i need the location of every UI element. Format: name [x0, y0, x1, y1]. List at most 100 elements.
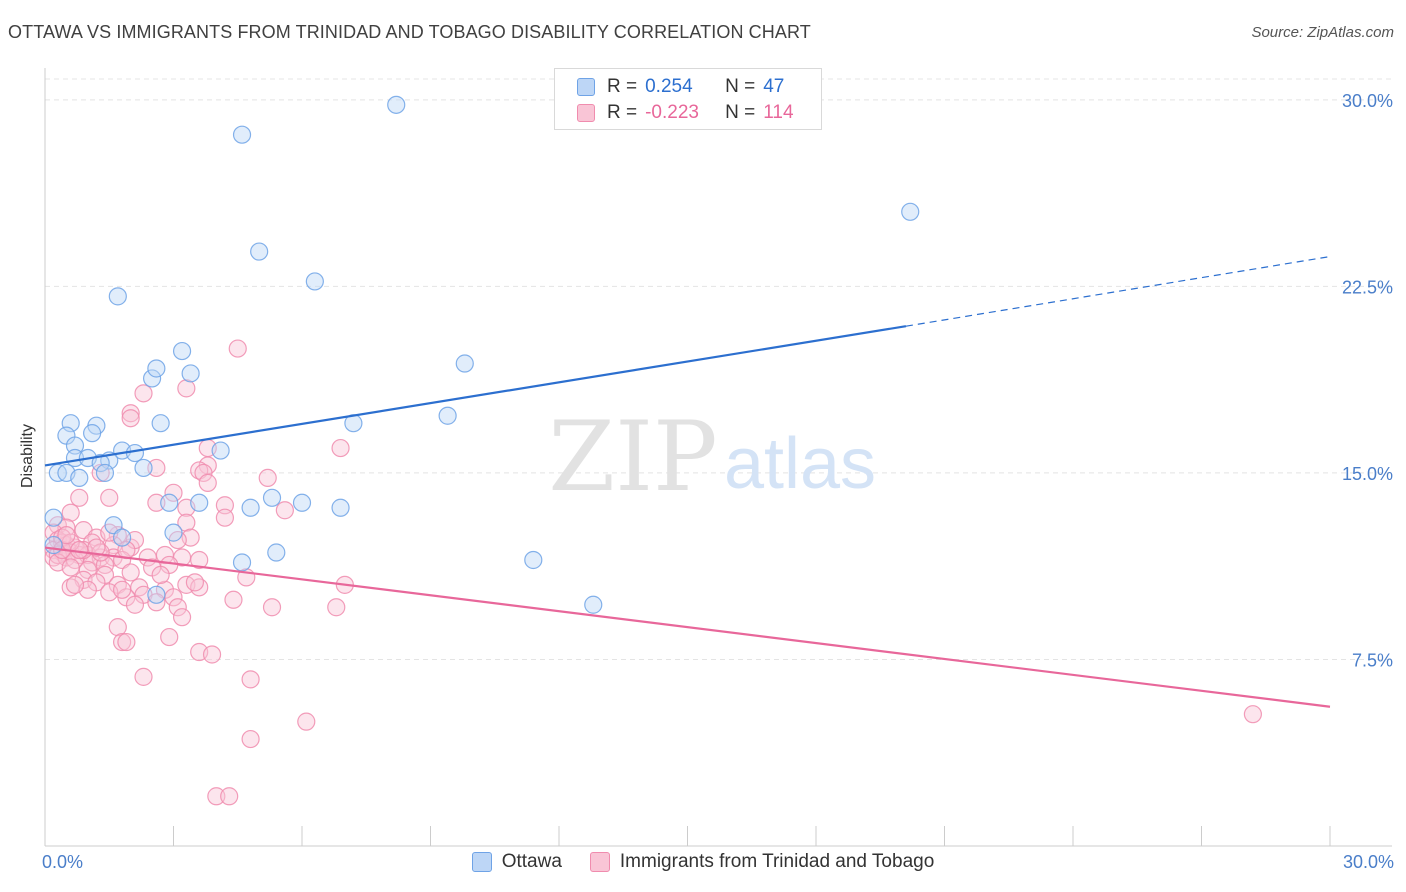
- data-point: [172, 608, 192, 627]
- watermark-zip: ZIP: [548, 401, 717, 513]
- immigrants-trend-line: [44, 546, 1331, 708]
- data-point: [168, 598, 187, 617]
- r-label: R =: [607, 102, 638, 123]
- data-point: [190, 550, 209, 570]
- data-point: [44, 508, 63, 527]
- data-point: [95, 463, 115, 483]
- data-point: [202, 645, 222, 664]
- data-point: [215, 496, 234, 515]
- data-point: [151, 414, 170, 433]
- data-point: [190, 493, 209, 512]
- data-point: [438, 406, 457, 425]
- data-point: [297, 712, 316, 731]
- n-value: 114: [763, 102, 794, 123]
- data-point: [207, 787, 226, 806]
- legend-label-ottawa: Ottawa: [501, 851, 562, 872]
- stats-row-ottawa: R = 0.254 N = 47: [577, 74, 784, 100]
- data-point: [160, 627, 179, 647]
- data-point: [112, 528, 132, 547]
- data-point: [44, 535, 63, 555]
- data-point: [108, 287, 127, 306]
- series-immigrants-points: [44, 339, 1263, 806]
- data-point: [220, 787, 239, 806]
- y-tick-label: 22.5%: [1342, 277, 1393, 297]
- n-label: N =: [725, 76, 756, 97]
- n-label: N =: [725, 102, 756, 123]
- y-tick-label: 30.0%: [1342, 91, 1393, 111]
- data-point: [112, 580, 132, 599]
- data-point: [121, 404, 140, 423]
- watermark: ZIP atlas: [548, 401, 876, 513]
- data-point: [164, 483, 183, 502]
- legend-item-ottawa[interactable]: Ottawa: [471, 851, 562, 873]
- data-point: [262, 488, 282, 507]
- data-point: [524, 550, 543, 570]
- data-point: [241, 498, 260, 517]
- data-point: [185, 573, 205, 592]
- data-point: [232, 125, 252, 144]
- data-point: [164, 523, 183, 542]
- data-point: [211, 441, 230, 460]
- y-tick-label: 7.5%: [1352, 650, 1393, 670]
- r-value: -0.223: [645, 102, 699, 123]
- data-point: [147, 458, 166, 478]
- data-point: [142, 369, 162, 388]
- axes: [44, 68, 1392, 847]
- legend-item-immigrants[interactable]: Immigrants from Trinidad and Tobago: [589, 851, 935, 873]
- data-point: [121, 409, 140, 428]
- data-point: [121, 563, 140, 582]
- ottawa-legend-swatch: [471, 852, 492, 872]
- data-point: [224, 590, 243, 609]
- data-point: [275, 501, 294, 520]
- data-point: [262, 598, 282, 617]
- data-point: [125, 443, 145, 463]
- ottawa-trend-extension: [905, 255, 1331, 327]
- data-point: [65, 575, 85, 594]
- data-point: [258, 468, 277, 488]
- data-point: [134, 384, 153, 403]
- data-point: [331, 438, 350, 458]
- y-tick-labels: 7.5% 15.0% 22.5% 30.0%: [1342, 91, 1393, 671]
- data-point: [194, 463, 213, 483]
- watermark-atlas: atlas: [724, 424, 876, 504]
- trend-lines: [44, 255, 1331, 708]
- data-point: [70, 468, 89, 488]
- data-point: [117, 632, 136, 652]
- data-point: [100, 488, 119, 507]
- data-point: [172, 341, 192, 361]
- data-point: [177, 513, 196, 532]
- series-ottawa-points: [44, 95, 920, 614]
- legend-label-immigrants: Immigrants from Trinidad and Tobago: [619, 851, 935, 872]
- n-value: 47: [763, 76, 785, 97]
- data-point: [61, 558, 80, 577]
- data-point: [455, 354, 474, 373]
- data-point: [331, 498, 350, 517]
- immigrants-swatch: [577, 104, 595, 122]
- stats-row-immigrants: R = -0.223 N = 114: [577, 100, 794, 126]
- data-point: [1243, 705, 1263, 724]
- data-point: [61, 503, 80, 522]
- data-point: [327, 598, 346, 617]
- data-point: [198, 473, 217, 492]
- source-label: Source: ZipAtlas.com: [1251, 24, 1394, 41]
- data-point: [134, 667, 153, 686]
- data-point: [305, 272, 324, 291]
- data-point: [147, 359, 166, 378]
- data-point: [83, 424, 102, 443]
- ottawa-trend-line: [44, 325, 907, 467]
- y-tick-label: 15.0%: [1342, 464, 1393, 484]
- data-point: [57, 526, 76, 545]
- ottawa-swatch: [577, 78, 595, 96]
- data-point: [250, 242, 269, 261]
- data-point: [91, 463, 110, 483]
- r-label: R =: [607, 76, 638, 97]
- data-point: [112, 632, 132, 652]
- data-point: [241, 670, 260, 689]
- data-point: [108, 618, 127, 637]
- data-point: [78, 560, 97, 580]
- data-point: [65, 436, 85, 455]
- data-point: [228, 339, 247, 358]
- data-point: [91, 453, 110, 473]
- bottom-legend: Ottawa Immigrants from Trinidad and Toba…: [0, 851, 1406, 873]
